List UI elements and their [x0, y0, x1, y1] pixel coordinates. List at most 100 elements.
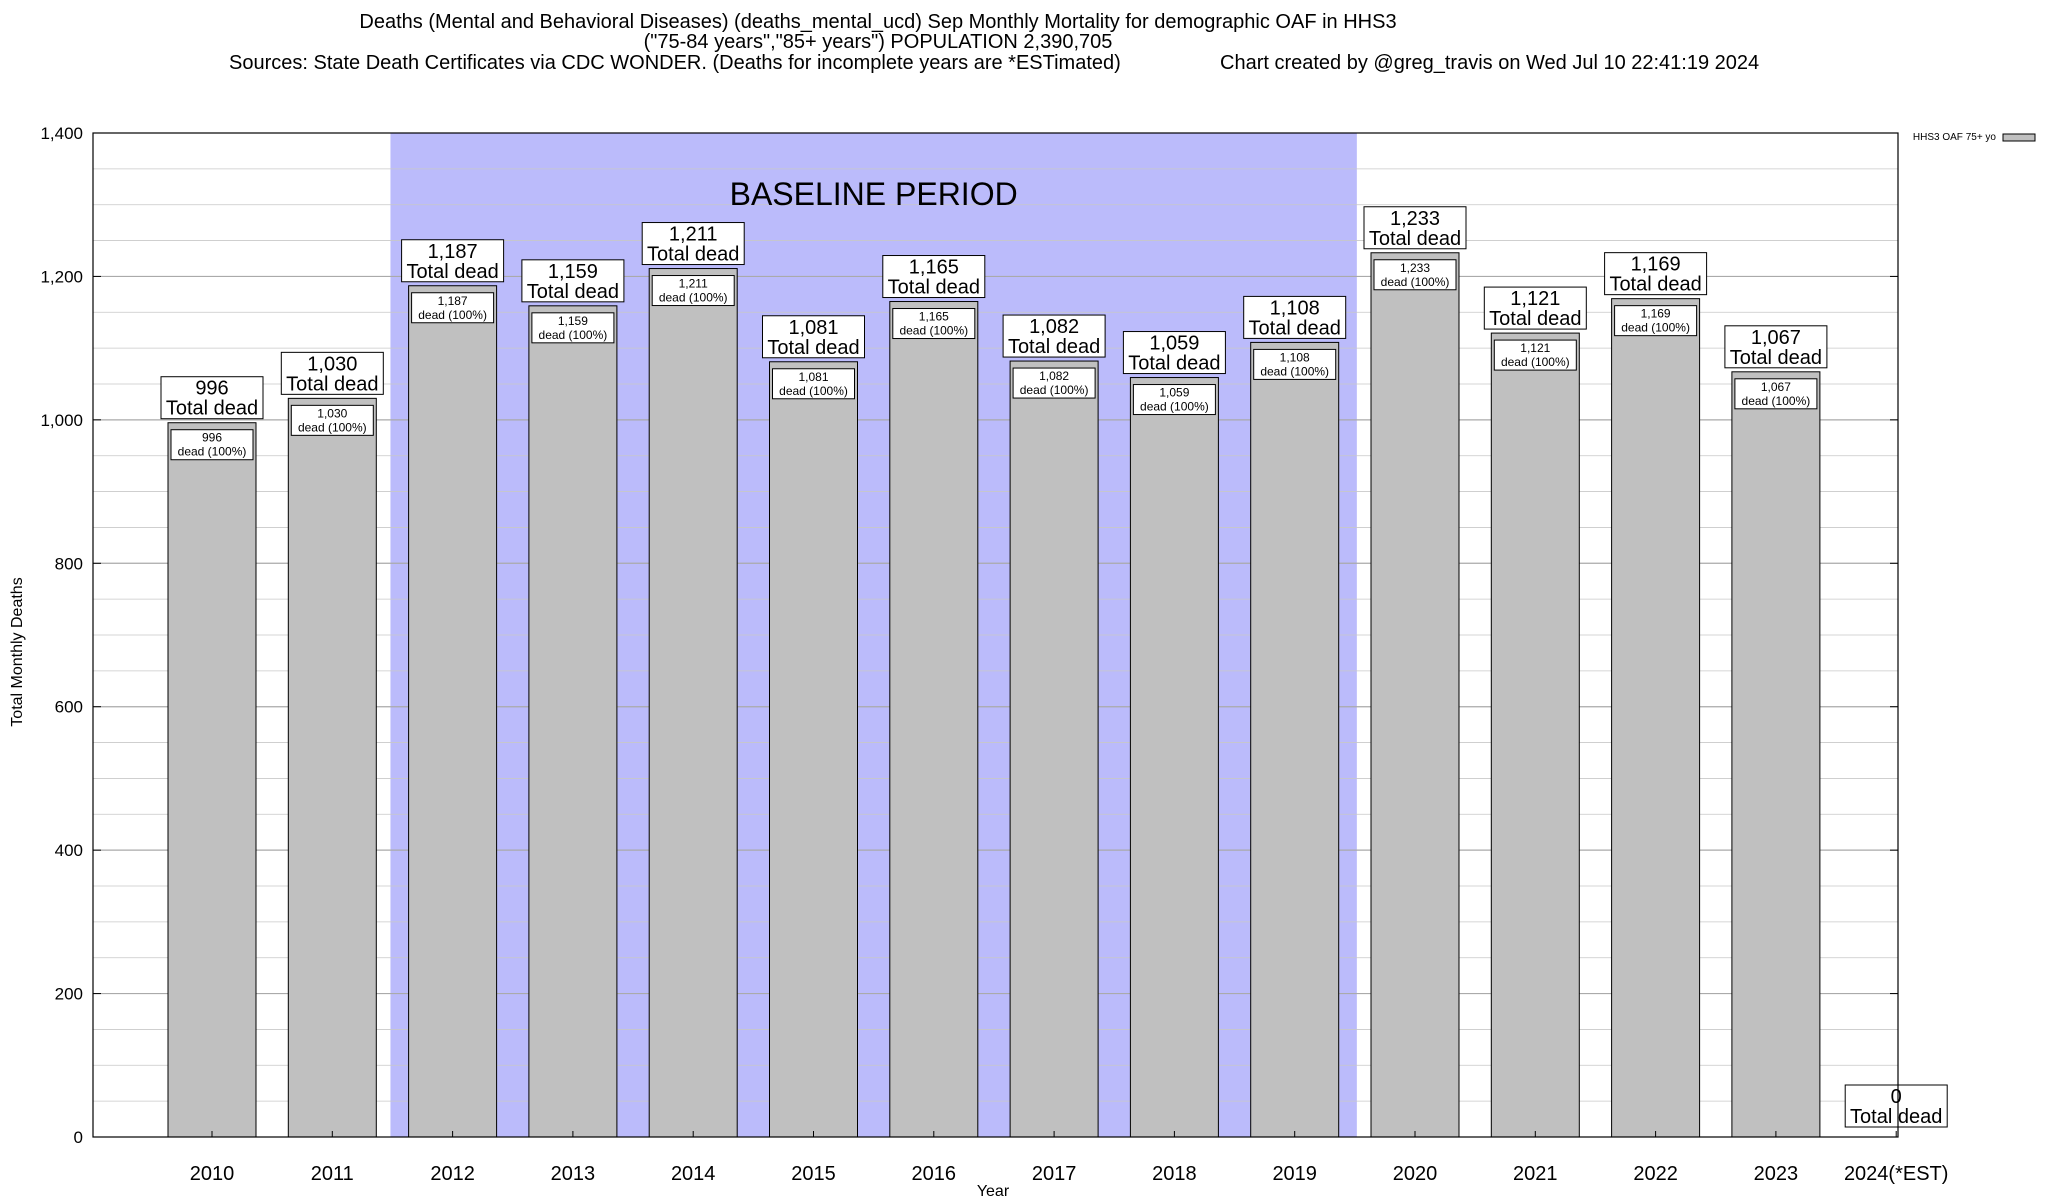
- total-dead-label: Total dead: [1128, 353, 1220, 375]
- y-tick-label: 200: [55, 985, 83, 1004]
- total-value-label: 1,108: [1270, 297, 1320, 319]
- inner-label-box: [892, 308, 976, 340]
- inner-value-label: 996: [202, 431, 222, 445]
- inner-value-label: 1,233: [1400, 261, 1430, 275]
- x-tick-label: 2012: [430, 1163, 475, 1185]
- inner-percent-label: dead (100%): [659, 291, 728, 305]
- inner-percent-label: dead (100%): [1381, 275, 1450, 289]
- x-axis-label: Year: [977, 1183, 1010, 1200]
- total-label-box: [280, 351, 384, 395]
- bar: [408, 285, 498, 1138]
- x-tick-label: 2011: [311, 1163, 354, 1185]
- x-tick-label: 2024(*EST): [1844, 1163, 1949, 1185]
- x-tick-label: 2014: [671, 1163, 716, 1185]
- inner-value-label: 1,187: [438, 294, 468, 308]
- inner-label-box: [1373, 259, 1457, 291]
- bar: [1009, 360, 1099, 1138]
- x-tick-label: 2010: [190, 1163, 235, 1185]
- chart-sources: Sources: State Death Certificates via CD…: [229, 52, 1121, 74]
- bar: [769, 361, 858, 1138]
- total-value-label: 1,081: [788, 317, 838, 339]
- inner-percent-label: dead (100%): [418, 308, 487, 322]
- total-label-box: [1363, 206, 1467, 250]
- total-dead-label: Total dead: [527, 281, 619, 303]
- total-dead-label: Total dead: [1008, 336, 1100, 358]
- inner-value-label: 1,108: [1280, 350, 1310, 364]
- inner-percent-label: dead (100%): [1260, 364, 1329, 378]
- bar: [287, 397, 377, 1138]
- y-tick-label: 1,200: [40, 267, 83, 286]
- total-label-box: [1844, 1084, 1948, 1128]
- total-dead-label: Total dead: [406, 261, 498, 283]
- total-label-box: [1002, 314, 1106, 358]
- total-dead-label: Total dead: [1609, 274, 1701, 296]
- total-dead-label: Total dead: [1249, 317, 1341, 339]
- inner-value-label: 1,165: [919, 310, 949, 324]
- inner-value-label: 1,159: [558, 314, 588, 328]
- inner-percent-label: dead (100%): [1140, 400, 1209, 414]
- x-tick-label: 2021: [1513, 1163, 1558, 1185]
- x-tick-label: 2022: [1633, 1163, 1678, 1185]
- inner-percent-label: dead (100%): [1742, 394, 1811, 408]
- total-label-box: [762, 315, 865, 359]
- x-tick-label: 2017: [1032, 1163, 1077, 1185]
- inner-label-box: [1734, 378, 1818, 410]
- y-axis-label: Total Monthly Deaths: [9, 577, 26, 726]
- chart-title: Deaths (Mental and Behavioral Diseases) …: [359, 11, 1397, 33]
- inner-percent-label: dead (100%): [779, 384, 848, 398]
- y-tick-label: 1,000: [40, 411, 83, 430]
- total-value-label: 1,030: [307, 353, 357, 375]
- inner-label-box: [1253, 348, 1337, 380]
- inner-percent-label: dead (100%): [298, 420, 367, 434]
- x-tick-label: 2023: [1754, 1163, 1799, 1185]
- total-label-box: [401, 239, 505, 283]
- y-tick-label: 0: [74, 1128, 83, 1147]
- inner-percent-label: dead (100%): [1020, 383, 1089, 397]
- total-dead-label: Total dead: [647, 244, 739, 266]
- inner-label-box: [1614, 305, 1698, 337]
- total-dead-label: Total dead: [1369, 228, 1461, 250]
- total-value-label: 1,233: [1390, 208, 1440, 230]
- inner-label-box: [411, 292, 495, 324]
- x-tick-label: 2016: [912, 1163, 957, 1185]
- total-label-box: [1483, 286, 1587, 330]
- inner-label-box: [531, 312, 615, 344]
- x-tick-label: 2015: [791, 1163, 836, 1185]
- total-dead-label: Total dead: [166, 398, 258, 420]
- total-value-label: 1,059: [1149, 333, 1199, 355]
- y-tick-label: 800: [55, 554, 83, 573]
- inner-label-box: [1132, 384, 1216, 416]
- total-label-box: [160, 376, 264, 420]
- total-value-label: 1,211: [669, 224, 718, 246]
- total-value-label: 1,082: [1029, 316, 1079, 338]
- total-value-label: 1,187: [428, 241, 478, 263]
- total-label-box: [882, 255, 986, 299]
- chart-credit: Chart created by @greg_travis on Wed Jul…: [1220, 52, 1760, 74]
- y-tick-label: 1,400: [40, 124, 83, 143]
- total-dead-label: Total dead: [286, 373, 378, 395]
- total-label-box: [1604, 252, 1708, 296]
- bar: [528, 305, 618, 1138]
- bar: [1370, 252, 1460, 1138]
- y-tick-label: 600: [55, 698, 83, 717]
- baseline-label: BASELINE PERIOD: [730, 176, 1018, 212]
- total-dead-label: Total dead: [1730, 347, 1822, 369]
- bar: [889, 301, 979, 1138]
- x-tick-label: 2019: [1272, 1163, 1317, 1185]
- total-value-label: 1,165: [909, 257, 959, 279]
- bar: [648, 268, 738, 1138]
- inner-value-label: 1,121: [1520, 341, 1550, 355]
- inner-label-box: [651, 275, 735, 307]
- bar: [167, 422, 257, 1138]
- total-dead-label: Total dead: [1489, 308, 1581, 330]
- total-dead-label: Total dead: [888, 277, 980, 299]
- total-value-label: 1,159: [548, 261, 598, 283]
- inner-percent-label: dead (100%): [1501, 355, 1570, 369]
- inner-label-box: [1012, 367, 1096, 399]
- inner-value-label: 1,082: [1039, 369, 1069, 383]
- y-tick-label: 400: [55, 841, 83, 860]
- inner-value-label: 1,030: [317, 406, 347, 420]
- inner-label-box: [290, 404, 374, 436]
- chart-title-block: Deaths (Mental and Behavioral Diseases) …: [0, 12, 1756, 52]
